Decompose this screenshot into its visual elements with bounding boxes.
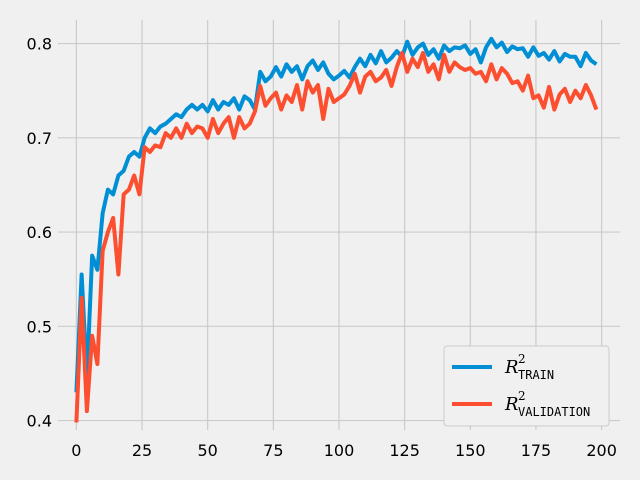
x-tick-label: 25	[132, 441, 152, 460]
x-tick-label: 125	[389, 441, 420, 460]
legend-label: TRAIN	[518, 368, 554, 382]
x-tick-label: 200	[586, 441, 617, 460]
tick-labels: 0 25 50 75 100 125 150 175 200 0.4 0.5 0.6 0.7 0.8	[27, 35, 617, 460]
grid	[58, 20, 620, 430]
series-points-train	[76, 39, 596, 392]
y-tick-label: 0.5	[27, 317, 52, 336]
legend-symbol: R	[504, 394, 519, 415]
legend-symbol: R	[504, 357, 519, 378]
y-tick-label: 0.7	[27, 129, 52, 148]
series-line-validation	[74, 50, 599, 423]
y-tick-label: 0.8	[27, 35, 52, 54]
series-line-train	[74, 36, 598, 393]
x-tick-label: 50	[198, 441, 218, 460]
legend-superscript: 2	[518, 352, 526, 366]
x-tick-label: 150	[455, 441, 486, 460]
x-tick-label: 175	[521, 441, 552, 460]
y-tick-label: 0.4	[27, 412, 52, 431]
x-tick-label: 75	[263, 441, 283, 460]
x-tick-label: 100	[324, 441, 355, 460]
legend-superscript: 2	[518, 389, 526, 403]
x-tick-label: 0	[71, 441, 81, 460]
legend-label: VALIDATION	[518, 405, 590, 419]
series-lines	[74, 36, 599, 423]
y-tick-label: 0.6	[27, 223, 52, 242]
